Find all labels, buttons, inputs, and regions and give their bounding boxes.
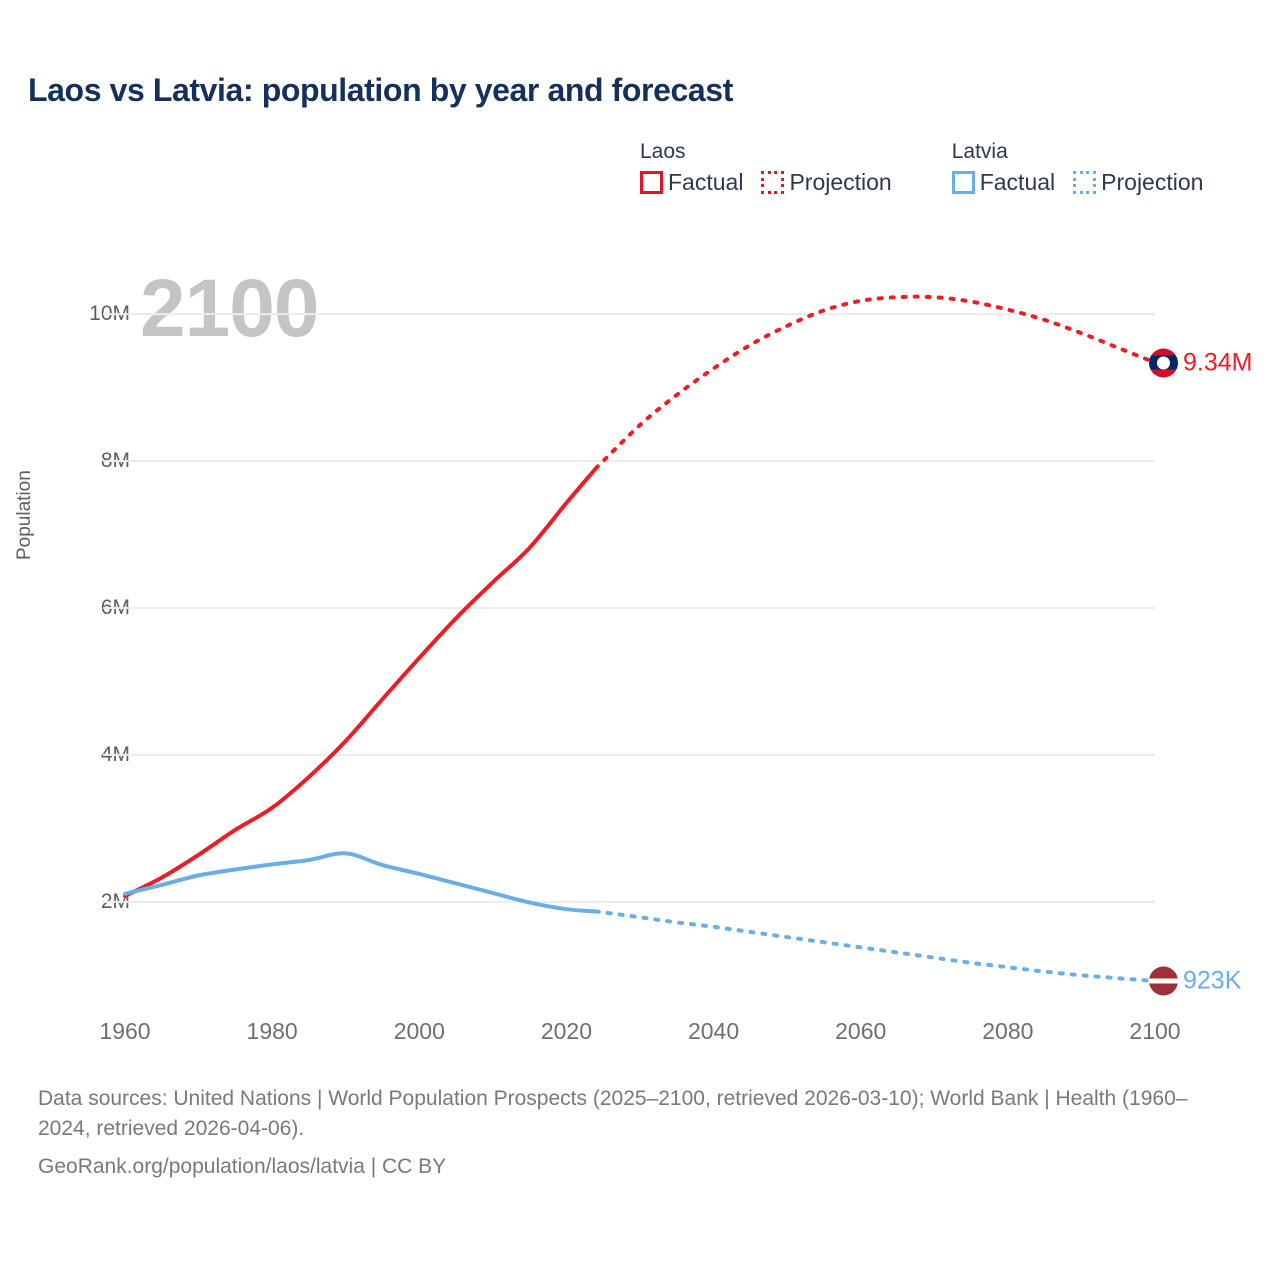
end-marker-laos: 9.34M (1149, 348, 1253, 378)
legend-label-laos-factual: Factual (668, 169, 744, 196)
legend-swatch-solid-icon (640, 171, 663, 195)
legend-swatch-dotted-icon (1073, 171, 1097, 195)
series-line-latvia-projection (593, 909, 1157, 983)
x-tick-label: 2040 (687, 1018, 740, 1044)
gridlines (103, 313, 1155, 903)
legend-swatch-solid-icon (951, 171, 975, 195)
page-title: Laos vs Latvia: population by year and f… (28, 72, 733, 108)
legend-group-latvia: Latvia Factual Projection (951, 140, 1204, 196)
x-tick-label: 2100 (1129, 1018, 1181, 1044)
x-tick-label: 2080 (982, 1018, 1034, 1044)
laos-flag-icon (1149, 348, 1178, 378)
chart-legend: Laos Factual Projection Latvia Factual P… (640, 140, 1260, 196)
series-line-latvia-factual (123, 851, 598, 914)
end-marker-latvia: 923K (1149, 966, 1242, 996)
legend-group-laos: Laos Factual Projection (640, 140, 892, 196)
legend-swatch-dotted-icon (761, 171, 785, 195)
x-tick-label: 1960 (99, 1018, 151, 1044)
footer-data-sources: Data sources: United Nations | World Pop… (38, 1087, 1188, 1140)
x-tick-label: 2020 (540, 1018, 593, 1044)
legend-group-label-latvia: Latvia (951, 140, 1008, 163)
x-axis-tick-labels: 1960 1980 2000 2020 2040 2060 2080 2100 (0, 1018, 1280, 1058)
end-value-latvia: 923K (1183, 966, 1242, 995)
footer-attribution: GeoRank.org/population/laos/latvia | CC … (38, 1154, 447, 1178)
series-line-laos-factual (123, 466, 598, 898)
x-tick-label: 2000 (393, 1018, 445, 1044)
legend-item-latvia-projection[interactable]: Projection (1073, 169, 1204, 196)
footer: Data sources: United Nations | World Pop… (38, 1084, 1238, 1181)
legend-label-laos-projection: Projection (789, 169, 892, 196)
legend-item-latvia-factual[interactable]: Factual (951, 169, 1056, 196)
x-tick-label: 2060 (835, 1018, 887, 1044)
legend-item-laos-factual[interactable]: Factual (640, 169, 744, 196)
latvia-flag-icon (1149, 966, 1178, 996)
x-tick-label: 1980 (246, 1018, 298, 1044)
legend-label-latvia-factual: Factual (979, 169, 1056, 196)
legend-item-laos-projection[interactable]: Projection (761, 169, 892, 196)
end-value-laos: 9.34M (1183, 348, 1253, 377)
legend-group-label-laos: Laos (640, 140, 686, 163)
legend-label-latvia-projection: Projection (1101, 169, 1204, 196)
watermark-year: 2100 (140, 263, 319, 354)
series-lines (123, 294, 1157, 983)
series-line-laos-projection (593, 294, 1157, 471)
